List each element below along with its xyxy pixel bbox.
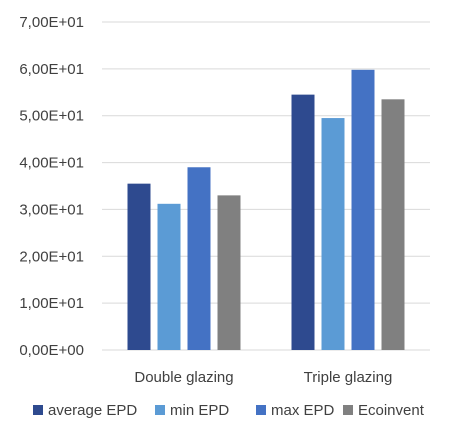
legend: average EPD min EPD max EPD Ecoinvent bbox=[33, 402, 425, 419]
legend-label: max EPD bbox=[271, 402, 335, 419]
y-tick-label: 7,00E+01 bbox=[19, 14, 84, 31]
y-tick-label: 6,00E+01 bbox=[19, 61, 84, 78]
legend-label: average EPD bbox=[48, 402, 137, 419]
bar-max-epd-triple-glazing bbox=[351, 69, 375, 351]
bar-min-epd-triple-glazing bbox=[321, 118, 345, 350]
legend-label: min EPD bbox=[170, 402, 229, 419]
legend-swatch bbox=[155, 405, 165, 415]
bars bbox=[127, 69, 405, 351]
bar-average-epd-double-glazing bbox=[127, 183, 151, 350]
x-category-label: Double glazing bbox=[134, 369, 233, 386]
legend-swatch bbox=[343, 405, 353, 415]
y-tick-label: 2,00E+01 bbox=[19, 248, 84, 265]
y-axis-tick-labels: 0,00E+00 1,00E+01 2,00E+01 3,00E+01 4,00E+01… bbox=[19, 14, 84, 359]
y-tick-label: 5,00E+01 bbox=[19, 108, 84, 125]
bar-min-epd-double-glazing bbox=[157, 203, 181, 350]
legend-swatch bbox=[256, 405, 266, 415]
y-tick-label: 4,00E+01 bbox=[19, 155, 84, 172]
bar-max-epd-double-glazing bbox=[187, 167, 211, 350]
x-category-label: Triple glazing bbox=[304, 369, 393, 386]
y-tick-label: 0,00E+00 bbox=[19, 342, 84, 359]
y-tick-label: 3,00E+01 bbox=[19, 201, 84, 218]
bar-ecoinvent-double-glazing bbox=[217, 195, 241, 350]
bar-average-epd-triple-glazing bbox=[291, 94, 315, 350]
legend-label: Ecoinvent bbox=[358, 402, 425, 419]
x-axis-category-labels: Double glazing Triple glazing bbox=[134, 369, 392, 386]
bar-ecoinvent-triple-glazing bbox=[381, 99, 405, 350]
y-tick-label: 1,00E+01 bbox=[19, 295, 84, 312]
gridlines bbox=[102, 21, 430, 351]
legend-swatch bbox=[33, 405, 43, 415]
